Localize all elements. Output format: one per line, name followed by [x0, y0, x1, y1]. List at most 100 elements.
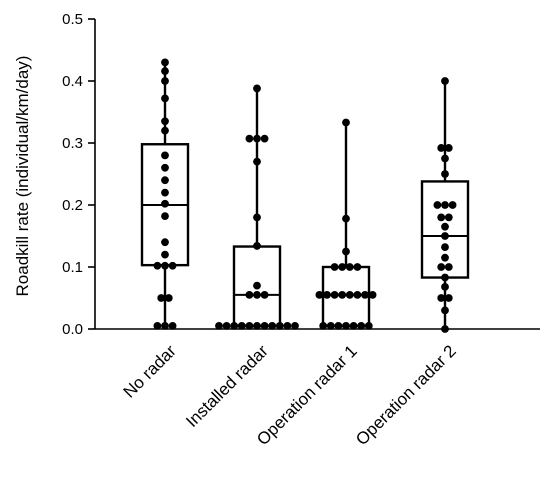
data-point — [161, 163, 169, 172]
data-point — [444, 294, 453, 302]
data-point — [237, 322, 246, 330]
data-point — [437, 213, 446, 222]
data-point — [444, 263, 453, 271]
y-tick-label: 0.4 — [62, 73, 83, 90]
data-point — [153, 261, 162, 270]
data-point — [326, 322, 335, 330]
data-point — [448, 201, 457, 209]
data-point — [330, 263, 339, 271]
boxes — [140, 62, 470, 329]
data-point — [157, 294, 166, 302]
data-point — [444, 213, 453, 222]
data-point — [283, 322, 292, 330]
data-point — [161, 212, 169, 221]
data-point — [168, 322, 177, 330]
data-point — [441, 325, 449, 333]
data-point — [338, 263, 347, 271]
data-point — [361, 291, 369, 299]
data-point — [291, 322, 299, 330]
data-point — [260, 134, 269, 143]
data-point — [342, 247, 350, 256]
data-point — [253, 213, 261, 222]
y-tick-label: 0.0 — [62, 321, 83, 338]
data-point — [364, 322, 373, 330]
data-point — [161, 261, 169, 270]
x-category-label: Operation radar 1 — [253, 341, 361, 449]
data-point — [161, 188, 169, 197]
data-point — [441, 243, 449, 252]
data-point — [161, 77, 169, 85]
data-point — [437, 263, 446, 271]
data-point — [353, 263, 362, 271]
data-point — [161, 199, 169, 208]
data-point — [253, 242, 261, 250]
data-point — [334, 322, 343, 330]
data-point — [253, 157, 261, 166]
y-tick-label: 0.3 — [62, 135, 83, 152]
data-point — [253, 322, 261, 330]
data-point — [441, 253, 449, 262]
data-point — [161, 67, 169, 75]
y-tick-label: 0.2 — [62, 197, 83, 214]
data-point — [268, 322, 277, 330]
data-point — [433, 201, 442, 209]
data-point — [441, 170, 449, 178]
data-point — [368, 291, 377, 299]
data-point — [319, 322, 328, 330]
data-point — [161, 58, 169, 67]
data-point — [437, 294, 446, 302]
data-point — [253, 281, 261, 290]
data-point — [323, 291, 331, 299]
data-point — [161, 322, 169, 330]
data-point — [353, 291, 362, 299]
data-point — [342, 322, 350, 330]
data-point — [253, 84, 261, 93]
data-point — [349, 322, 358, 330]
data-point — [342, 118, 350, 127]
x-category-label: No radar — [120, 341, 180, 401]
data-point — [275, 322, 284, 330]
data-point — [245, 322, 254, 330]
data-point — [437, 144, 446, 152]
data-point — [444, 144, 453, 152]
data-point — [161, 126, 169, 135]
box — [321, 265, 371, 328]
data-point — [161, 238, 169, 247]
data-point — [245, 291, 254, 299]
data-point — [441, 282, 449, 291]
data-point — [161, 151, 169, 160]
data-point — [357, 322, 366, 330]
data-point — [441, 201, 449, 209]
data-point — [245, 134, 254, 143]
data-point — [222, 322, 231, 330]
data-point — [161, 94, 169, 103]
data-point — [161, 117, 169, 126]
data-point — [441, 306, 449, 315]
data-point — [441, 232, 449, 240]
x-category-label: Installed radar — [182, 341, 272, 431]
data-point — [330, 291, 339, 299]
data-point — [260, 291, 269, 299]
y-tick-label: 0.1 — [62, 259, 83, 276]
data-point — [153, 322, 162, 330]
data-point — [441, 222, 449, 231]
y-axis-title: Roadkill rate (individual/km/day) — [13, 56, 32, 297]
data-points — [153, 58, 457, 333]
data-point — [342, 214, 350, 223]
data-point — [345, 291, 354, 299]
data-point — [161, 176, 169, 185]
data-point — [441, 273, 449, 282]
data-point — [215, 322, 223, 330]
data-point — [345, 263, 354, 271]
data-point — [441, 77, 449, 85]
data-point — [315, 291, 324, 299]
data-point — [253, 134, 261, 143]
data-point — [164, 294, 173, 302]
data-point — [230, 322, 239, 330]
data-point — [338, 291, 347, 299]
y-tick-label: 0.5 — [62, 11, 83, 28]
data-point — [441, 154, 449, 163]
x-category-label: Operation radar 2 — [352, 341, 460, 449]
data-point — [161, 250, 169, 259]
